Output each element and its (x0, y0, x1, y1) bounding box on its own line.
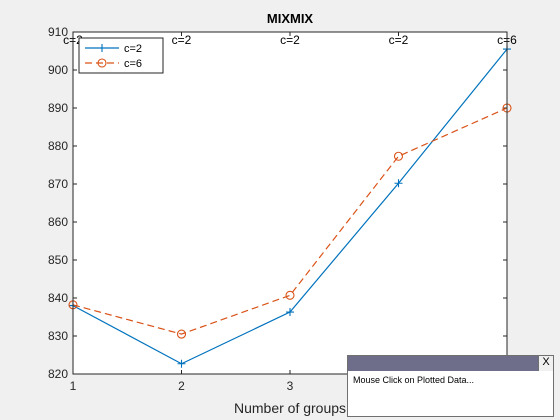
annotations-group: c=2 c=2 c=2 c=2 c=6 (63, 33, 517, 47)
legend-box (78, 37, 164, 74)
data-point[interactable] (177, 359, 186, 368)
y-tick-label: 870 (48, 177, 68, 191)
x-tick-label: 2 (178, 379, 185, 393)
annotation-label: c=2 (389, 33, 409, 47)
legend-marker (98, 44, 106, 52)
chart-title: MIXMIX (267, 11, 314, 26)
legend-marker (97, 58, 107, 68)
series-line-2 (72, 107, 508, 335)
legend-entry: c=6 (124, 58, 142, 70)
data-point[interactable] (176, 329, 187, 339)
series-group (68, 45, 512, 368)
plot-box (72, 31, 508, 375)
legend-entry: c=2 (124, 43, 142, 55)
y-tick-label: 860 (48, 215, 68, 229)
y-tick-label: 840 (48, 291, 68, 305)
y-tick-label: 850 (48, 253, 68, 267)
legend: c=2c=6 (78, 37, 164, 74)
y-tick-label: 900 (48, 63, 68, 77)
data-point[interactable] (393, 151, 404, 161)
y-tick-label: 910 (48, 25, 68, 39)
data-point[interactable] (286, 308, 294, 317)
y-tick-label: 890 (48, 101, 68, 115)
y-tick-label: 830 (48, 329, 68, 343)
x-tick-label: 3 (287, 379, 294, 393)
close-button[interactable]: X (538, 356, 553, 371)
annotation-label: c=2 (280, 33, 300, 47)
datatip-window: X Mouse Click on Plotted Data... (347, 355, 554, 417)
annotation-label: c=2 (172, 33, 192, 47)
y-tick-label: 820 (48, 367, 68, 381)
x-axis-label: Number of groups (234, 400, 346, 416)
y-axis-ticks: 820 830 840 850 860 870 880 890 900 910 (48, 25, 507, 381)
datatip-message: Mouse Click on Plotted Data... (353, 375, 475, 385)
y-tick-label: 880 (48, 139, 68, 153)
data-point[interactable] (394, 179, 403, 188)
plot-area (73, 32, 507, 374)
data-point[interactable] (285, 290, 295, 300)
datatip-titlebar[interactable] (348, 356, 553, 371)
x-tick-label: 1 (70, 379, 77, 393)
